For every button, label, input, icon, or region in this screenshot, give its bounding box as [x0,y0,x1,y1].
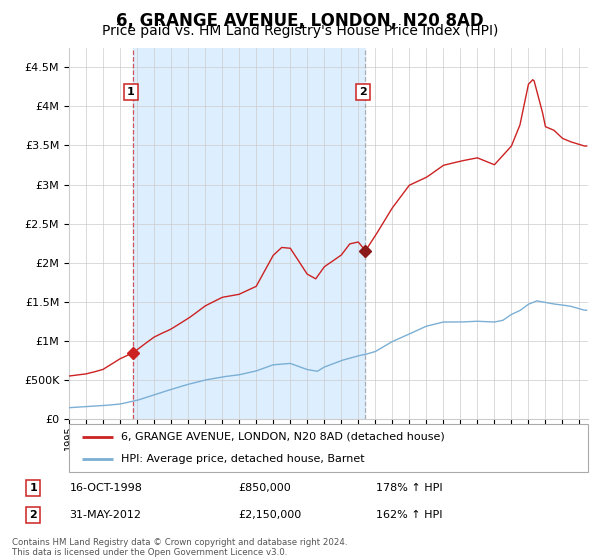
Text: 2: 2 [29,510,37,520]
Text: 1: 1 [29,483,37,493]
Text: 31-MAY-2012: 31-MAY-2012 [70,510,142,520]
Text: 2: 2 [359,87,367,97]
Text: £850,000: £850,000 [239,483,292,493]
Text: Contains HM Land Registry data © Crown copyright and database right 2024.
This d: Contains HM Land Registry data © Crown c… [12,538,347,557]
Text: 16-OCT-1998: 16-OCT-1998 [70,483,142,493]
Text: 1: 1 [127,87,135,97]
Text: Price paid vs. HM Land Registry's House Price Index (HPI): Price paid vs. HM Land Registry's House … [102,24,498,38]
Text: £2,150,000: £2,150,000 [239,510,302,520]
Text: 6, GRANGE AVENUE, LONDON, N20 8AD: 6, GRANGE AVENUE, LONDON, N20 8AD [116,12,484,30]
Text: HPI: Average price, detached house, Barnet: HPI: Average price, detached house, Barn… [121,454,365,464]
Text: 162% ↑ HPI: 162% ↑ HPI [376,510,443,520]
Text: 178% ↑ HPI: 178% ↑ HPI [376,483,443,493]
Bar [133,48,365,419]
Text: 6, GRANGE AVENUE, LONDON, N20 8AD (detached house): 6, GRANGE AVENUE, LONDON, N20 8AD (detac… [121,432,445,442]
FancyBboxPatch shape [69,424,588,472]
